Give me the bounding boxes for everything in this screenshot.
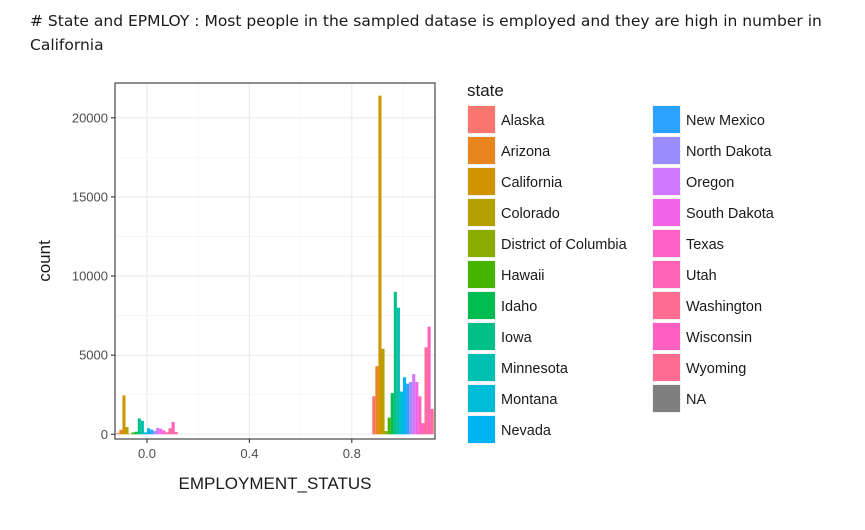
bar-texas: [162, 430, 166, 435]
legend-entry: Washington: [686, 299, 762, 315]
x-tick-label: 0.0: [138, 446, 156, 461]
bar-iowa: [393, 291, 397, 435]
bar-idaho: [134, 431, 138, 435]
legend-entry: South Dakota: [686, 206, 775, 222]
legend-entry: Alaska: [501, 113, 545, 129]
bar-arizona: [375, 366, 379, 435]
bar-california: [378, 95, 382, 435]
legend-entry: Arizona: [501, 144, 551, 160]
legend-key: [653, 385, 680, 412]
bar-utah: [421, 423, 425, 435]
legend-key: [653, 137, 680, 164]
x-axis-title: EMPLOYMENT_STATUS: [178, 474, 371, 493]
legend-entry: NA: [686, 392, 706, 408]
bar-alaska: [372, 396, 376, 435]
bar-wyoming: [430, 408, 434, 435]
bar-hawaii: [387, 417, 391, 435]
y-tick-label: 5000: [79, 348, 108, 363]
bar-marks: [116, 95, 434, 435]
bar-idaho: [390, 393, 394, 435]
legend-entry: California: [501, 175, 563, 191]
legend-entry: Oregon: [686, 175, 734, 191]
legend-key: [468, 354, 495, 381]
legend-key: [653, 354, 680, 381]
legend-key: [468, 416, 495, 443]
bar-washington: [424, 347, 428, 435]
bar-montana: [399, 391, 403, 435]
legend-key: [468, 230, 495, 257]
axes: 0.0 0.4 0.8 0 5000 10000 15000 20000: [72, 110, 361, 461]
bar-hawaii: [131, 432, 135, 435]
legend-key: [468, 261, 495, 288]
legend-key: [653, 106, 680, 133]
legend-key: [653, 230, 680, 257]
legend-entry: Wisconsin: [686, 330, 752, 346]
plot-panel: [115, 83, 435, 439]
bar-colorado: [381, 348, 385, 435]
bar-minnesota: [396, 307, 400, 435]
bar-utah: [165, 432, 169, 435]
notebook-markdown-note: # State and EPMLOY : Most people in the …: [30, 12, 822, 54]
legend-entry: Nevada: [501, 423, 552, 439]
bar-oregon: [412, 374, 416, 435]
y-tick-label: 20000: [72, 110, 108, 125]
bar-colorado: [125, 427, 129, 435]
legend-entry: Minnesota: [501, 361, 569, 377]
bar-south-dakota: [159, 428, 163, 435]
legend-entry: Montana: [501, 392, 558, 408]
y-tick-label: 0: [101, 427, 108, 442]
bar-alaska: [116, 433, 120, 435]
plot-border: [114, 82, 436, 440]
bar-north-dakota: [409, 382, 413, 435]
legend-entry: Utah: [686, 268, 717, 284]
bar-montana: [143, 432, 147, 435]
bar-nevada: [147, 428, 151, 435]
legend-entry: District of Columbia: [501, 237, 628, 253]
bar-south-dakota: [415, 382, 419, 435]
legend-entry: New Mexico: [686, 113, 765, 129]
legend-key: [468, 137, 495, 164]
y-tick-label: 15000: [72, 189, 108, 204]
bar-north-dakota: [153, 430, 157, 435]
legend-key: [653, 199, 680, 226]
bar-wisconsin: [171, 421, 175, 435]
legend-key: [468, 168, 495, 195]
bar-washington: [168, 428, 172, 435]
legend-key: [468, 323, 495, 350]
legend-key: [468, 385, 495, 412]
legend-key: [468, 292, 495, 319]
legend-entry: Colorado: [501, 206, 560, 222]
legend-key: [468, 106, 495, 133]
bar-wisconsin: [427, 326, 431, 435]
legend-entry: Texas: [686, 237, 724, 253]
x-tick-label: 0.4: [240, 446, 258, 461]
bar-arizona: [119, 429, 123, 435]
bar-texas: [418, 396, 422, 435]
legend-title: state: [467, 81, 504, 100]
legend-key: [653, 261, 680, 288]
bar-california: [122, 395, 126, 435]
y-tick-label: 10000: [72, 269, 108, 284]
bar-district-of-columbia: [384, 431, 388, 435]
bar-minnesota: [140, 420, 144, 435]
bar-nevada: [403, 377, 407, 435]
legend-entry: Iowa: [501, 330, 533, 346]
bar-new-mexico: [150, 429, 154, 435]
legend-key: [653, 323, 680, 350]
bar-wyoming: [174, 431, 178, 435]
legend-entry: Idaho: [501, 299, 537, 315]
legend-entry: Hawaii: [501, 268, 545, 284]
legend: Alaska Arizona California Colorado District …: [467, 105, 775, 444]
bar-oregon: [156, 427, 160, 435]
legend-key: [653, 168, 680, 195]
y-axis-title: count: [35, 240, 54, 282]
legend-key: [468, 199, 495, 226]
bar-iowa: [137, 418, 141, 435]
legend-entry: North Dakota: [686, 144, 772, 160]
legend-key: [653, 292, 680, 319]
legend-entry: Wyoming: [686, 361, 746, 377]
x-tick-label: 0.8: [343, 446, 361, 461]
bar-new-mexico: [406, 383, 410, 435]
